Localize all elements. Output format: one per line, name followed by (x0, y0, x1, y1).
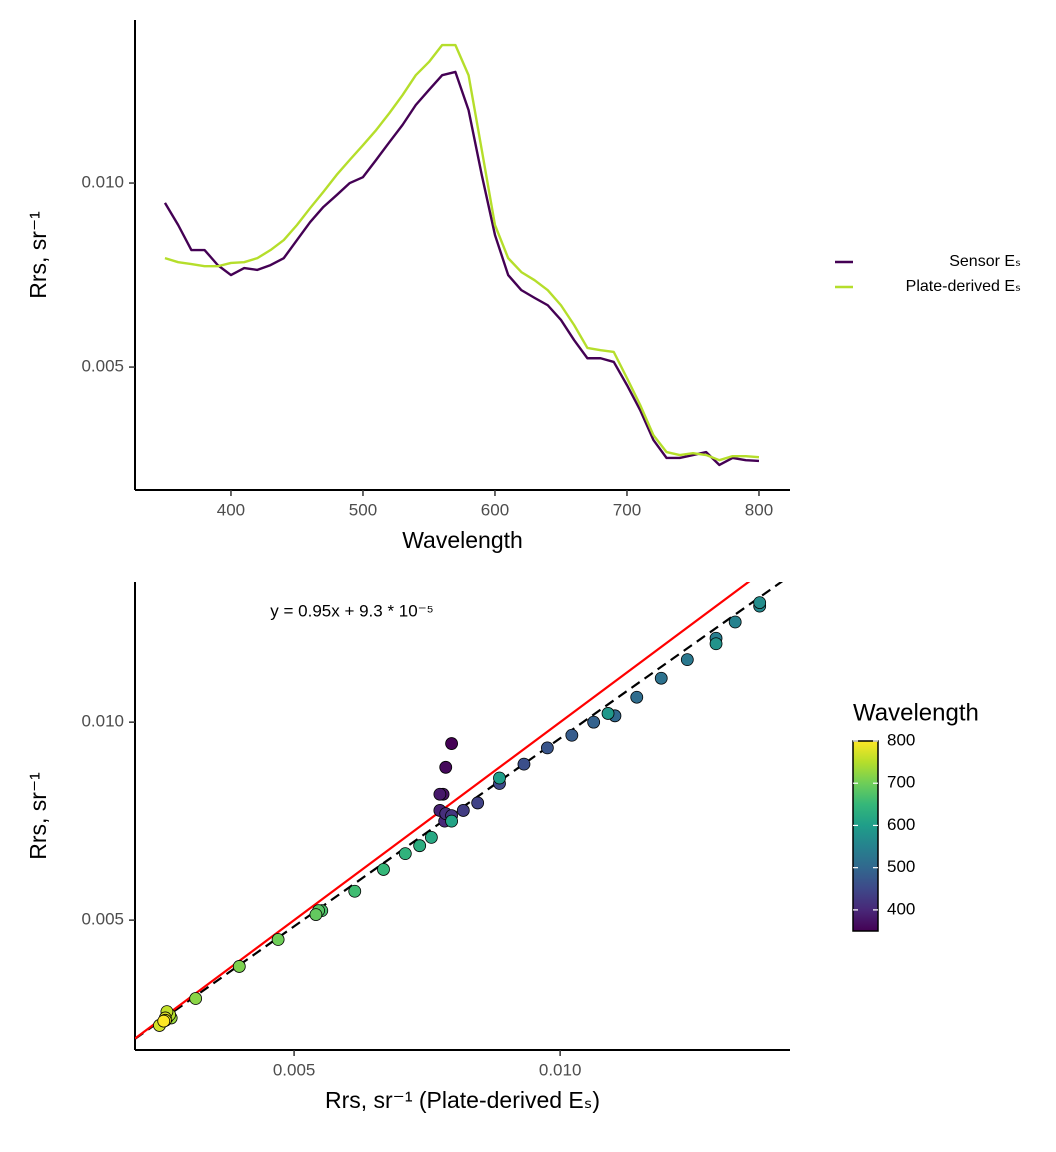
point (493, 771, 506, 785)
point (348, 884, 362, 898)
x-axis-title: Rrs, sr⁻¹ (Plate-derived Eₛ) (325, 1087, 600, 1113)
point (630, 690, 644, 704)
point (601, 707, 615, 720)
colorbar-tick-label: 700 (887, 773, 915, 792)
x-tick-label: 500 (349, 500, 377, 519)
point (424, 830, 438, 844)
point (565, 728, 579, 742)
legend-label: Plate-derived Eₛ (906, 278, 1021, 295)
point (680, 653, 694, 667)
colorbar (852, 740, 879, 932)
panel: 0.005 0.010 0.005 0.010 Rrs, sr⁻¹ (Plate-der… (25, 582, 979, 1113)
point (398, 847, 412, 861)
panel: 400 500 600 700 800 0.005 0.010 Wavelength Rrs, … (25, 20, 1021, 553)
colorbar-title: Wavelength (853, 699, 979, 726)
y-tick-label: 0.010 (81, 712, 124, 731)
point (157, 1014, 171, 1028)
point (232, 960, 246, 973)
point (377, 863, 390, 876)
x-tick-label: 0.005 (273, 1060, 316, 1079)
point (753, 596, 767, 609)
lines (163, 43, 760, 467)
x-tick-label: 400 (217, 500, 245, 519)
point (517, 757, 531, 771)
point (309, 908, 323, 921)
y-axis-title: Rrs, sr⁻¹ (25, 211, 51, 299)
point (728, 615, 742, 629)
y-tick-label: 0.005 (81, 357, 124, 376)
colorbar-tick-label: 800 (887, 730, 915, 749)
point (587, 715, 601, 729)
point (540, 741, 554, 755)
series-line (163, 70, 760, 467)
point (439, 760, 453, 774)
point (471, 796, 485, 810)
point (433, 787, 447, 801)
legend-label: Sensor Eₛ (949, 253, 1021, 270)
y-tick-label: 0.010 (81, 173, 124, 192)
y-axis-title: Rrs, sr⁻¹ (25, 772, 51, 860)
colorbar-tick-label: 600 (887, 815, 915, 834)
x-tick-label: 700 (613, 500, 641, 519)
colorbar-tick-label: 500 (887, 857, 915, 876)
point (445, 737, 458, 750)
point (709, 637, 723, 651)
point (413, 839, 427, 853)
annotation: y = 0.95x + 9.3 * 10⁻⁵ (270, 601, 433, 620)
x-tick-label: 0.010 (539, 1060, 582, 1079)
colorbar-tick-label: 400 (887, 899, 915, 918)
x-axis-title: Wavelength (402, 527, 523, 553)
y-tick-label: 0.005 (81, 910, 124, 929)
point (271, 933, 285, 946)
point (445, 814, 458, 828)
series-line (164, 43, 760, 462)
x-tick-label: 800 (745, 500, 773, 519)
points (153, 596, 767, 1032)
point (654, 671, 668, 685)
point (456, 804, 470, 817)
x-tick-label: 600 (481, 500, 509, 519)
reference-line (135, 582, 751, 1040)
point (189, 992, 203, 1005)
